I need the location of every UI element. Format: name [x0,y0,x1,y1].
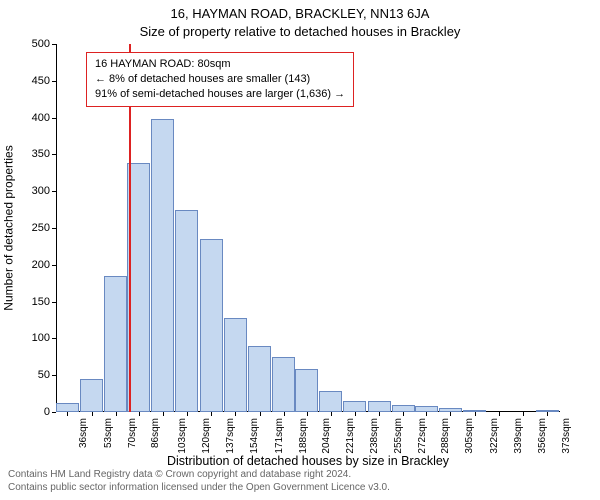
x-tick-mark [523,412,524,416]
y-axis-label: Number of detached properties [2,44,16,412]
x-tick-mark [379,412,380,416]
x-tick-mark [475,412,476,416]
x-tick-mark [450,412,451,416]
x-tick-label: 86sqm [150,418,161,448]
annotation-line: ← 8% of detached houses are smaller (143… [95,72,345,87]
x-tick-mark [403,412,404,416]
x-tick-mark [92,412,93,416]
histogram-bar [272,357,295,412]
x-tick-mark [284,412,285,416]
x-axis-label: Distribution of detached houses by size … [56,454,560,468]
histogram-bar [368,401,391,412]
y-tick-label: 350 [32,148,56,160]
x-tick-mark [211,412,212,416]
x-tick-label: 171sqm [273,418,284,454]
title-sub: Size of property relative to detached ho… [0,24,600,39]
histogram-bar [56,403,79,412]
footer-line2: Contains public sector information licen… [8,481,390,494]
histogram-bar [200,239,223,412]
histogram-bar [343,401,366,412]
x-tick-label: 70sqm [127,418,138,448]
x-tick-mark [426,412,427,416]
y-tick-label: 100 [32,332,56,344]
y-tick-label: 500 [32,38,56,50]
annotation-line: 91% of semi-detached houses are larger (… [95,87,345,102]
histogram-bar [319,391,342,412]
x-tick-label: 103sqm [177,418,188,454]
histogram-bar [80,379,103,412]
x-tick-mark [116,412,117,416]
y-tick-label: 400 [32,112,56,124]
x-tick-mark [499,412,500,416]
x-tick-mark [355,412,356,416]
x-tick-label: 36sqm [78,418,89,448]
histogram-plot: 05010015020025030035040045050036sqm53sqm… [56,44,560,412]
x-tick-mark [260,412,261,416]
y-tick-label: 0 [44,406,56,418]
x-tick-label: 288sqm [440,418,451,454]
histogram-bar [175,210,198,412]
x-tick-mark [307,412,308,416]
histogram-bar [104,276,127,412]
x-tick-mark [547,412,548,416]
x-tick-label: 204sqm [320,418,331,454]
histogram-bar [392,405,415,412]
x-tick-label: 188sqm [298,418,309,454]
x-tick-label: 373sqm [561,418,572,454]
footer-attribution: Contains HM Land Registry data © Crown c… [8,468,390,494]
x-tick-mark [139,412,140,416]
y-tick-label: 300 [32,185,56,197]
x-tick-mark [235,412,236,416]
histogram-bar [295,369,318,412]
x-tick-label: 272sqm [417,418,428,454]
y-tick-label: 50 [38,369,56,381]
y-tick-label: 250 [32,222,56,234]
x-tick-mark [67,412,68,416]
histogram-bar [151,119,174,412]
histogram-bar [248,346,271,412]
x-tick-label: 53sqm [103,418,114,448]
annotation-box: 16 HAYMAN ROAD: 80sqm← 8% of detached ho… [86,52,354,107]
x-tick-label: 154sqm [249,418,260,454]
y-tick-label: 450 [32,75,56,87]
x-tick-mark [187,412,188,416]
x-tick-label: 356sqm [537,418,548,454]
x-tick-mark [163,412,164,416]
x-tick-label: 120sqm [201,418,212,454]
footer-line1: Contains HM Land Registry data © Crown c… [8,468,390,481]
x-tick-label: 238sqm [369,418,380,454]
x-tick-label: 137sqm [225,418,236,454]
annotation-line: 16 HAYMAN ROAD: 80sqm [95,57,345,72]
x-tick-label: 339sqm [513,418,524,454]
x-tick-label: 221sqm [345,418,356,454]
histogram-bar [224,318,247,412]
x-tick-label: 255sqm [393,418,404,454]
x-tick-label: 305sqm [464,418,475,454]
y-tick-label: 200 [32,259,56,271]
x-tick-mark [331,412,332,416]
title-address: 16, HAYMAN ROAD, BRACKLEY, NN13 6JA [0,6,600,21]
y-tick-label: 150 [32,296,56,308]
x-tick-label: 322sqm [488,418,499,454]
